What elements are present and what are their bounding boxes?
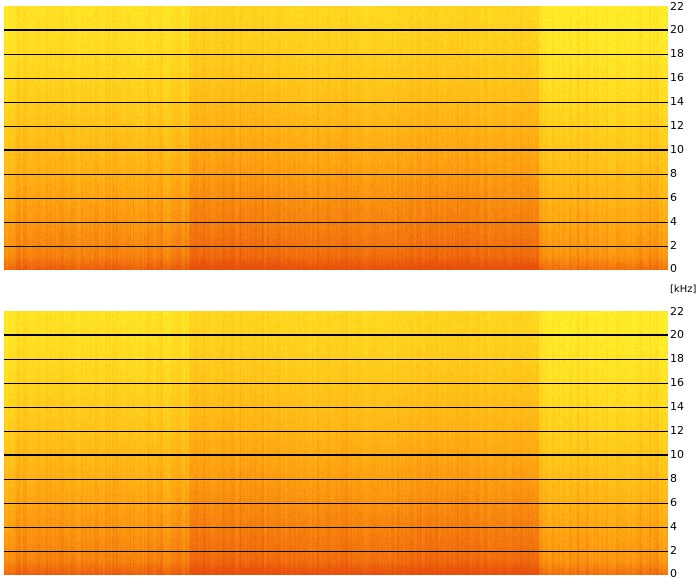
- frequency-gridline: [4, 502, 668, 504]
- frequency-tick-label: 14: [670, 400, 684, 413]
- frequency-tick-label: 18: [670, 352, 684, 365]
- frequency-gridline: [4, 101, 668, 103]
- frequency-tick-label: 0: [670, 262, 677, 275]
- spectrogram-channel-2: [4, 311, 668, 575]
- frequency-tick-label: 16: [670, 71, 684, 84]
- frequency-gridline: [4, 197, 668, 199]
- frequency-gridline: [4, 149, 668, 151]
- frequency-tick-label: 2: [670, 239, 677, 252]
- frequency-gridline: [4, 53, 668, 55]
- frequency-tick-label: 8: [670, 167, 677, 180]
- frequency-gridline: [4, 430, 668, 432]
- frequency-tick-label: 20: [670, 23, 684, 36]
- frequency-gridline: [4, 77, 668, 79]
- frequency-gridline: [4, 173, 668, 175]
- frequency-tick-label: 2: [670, 544, 677, 557]
- frequency-tick-label: 12: [670, 424, 684, 437]
- frequency-gridline: [4, 334, 668, 336]
- frequency-tick-label: 4: [670, 215, 677, 228]
- frequency-gridline: [4, 245, 668, 247]
- frequency-tick-label: 12: [670, 119, 684, 132]
- frequency-tick-label: 10: [670, 448, 684, 461]
- frequency-unit-label: [kHz]: [670, 284, 697, 295]
- frequency-tick-label: 4: [670, 520, 677, 533]
- frequency-gridline: [4, 29, 668, 31]
- frequency-gridline: [4, 526, 668, 528]
- frequency-tick-label: 20: [670, 328, 684, 341]
- frequency-tick-label: 16: [670, 376, 684, 389]
- frequency-tick-label: 0: [670, 567, 677, 580]
- frequency-tick-label: 6: [670, 191, 677, 204]
- frequency-gridline: [4, 454, 668, 456]
- spectrogram-heatmap: [4, 6, 668, 270]
- frequency-tick-label: 10: [670, 143, 684, 156]
- frequency-tick-label: 6: [670, 496, 677, 509]
- frequency-tick-label: 22: [670, 0, 684, 13]
- frequency-gridline: [4, 382, 668, 384]
- frequency-tick-label: 14: [670, 95, 684, 108]
- frequency-gridline: [4, 478, 668, 480]
- frequency-gridline: [4, 221, 668, 223]
- frequency-tick-label: 18: [670, 47, 684, 60]
- frequency-gridline: [4, 406, 668, 408]
- spectrogram-channel-1: [4, 6, 668, 270]
- spectrogram-heatmap: [4, 311, 668, 575]
- frequency-gridline: [4, 358, 668, 360]
- frequency-gridline: [4, 550, 668, 552]
- frequency-tick-label: 8: [670, 472, 677, 485]
- frequency-gridline: [4, 125, 668, 127]
- frequency-tick-label: 22: [670, 305, 684, 318]
